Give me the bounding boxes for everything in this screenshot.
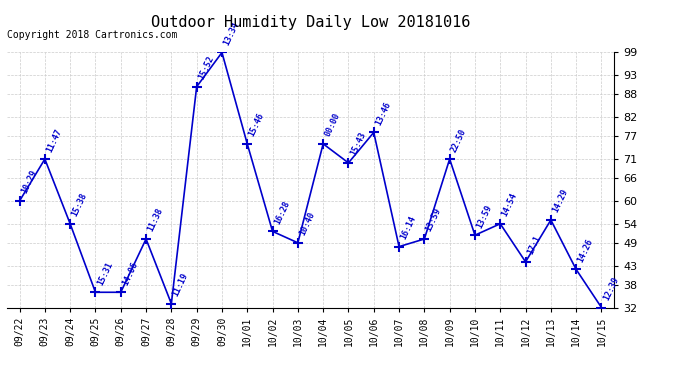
Text: 15:52: 15:52 <box>197 55 215 81</box>
Text: 15:43: 15:43 <box>348 131 367 157</box>
Text: 14:54: 14:54 <box>500 192 519 218</box>
Text: 10:29: 10:29 <box>19 169 38 195</box>
Text: 11:38: 11:38 <box>146 207 165 233</box>
Text: 16:14: 16:14 <box>399 214 417 241</box>
Text: 12:39: 12:39 <box>602 275 620 302</box>
Text: 22:50: 22:50 <box>450 127 469 153</box>
Text: 17:1: 17:1 <box>526 234 542 256</box>
Text: 13:46: 13:46 <box>374 100 393 127</box>
Text: 13:34: 13:34 <box>222 20 241 47</box>
Text: 15:31: 15:31 <box>95 260 114 286</box>
Text: 15:46: 15:46 <box>247 112 266 138</box>
Text: 14:29: 14:29 <box>551 188 569 214</box>
Text: 15:38: 15:38 <box>70 192 89 218</box>
Text: Outdoor Humidity Daily Low 20181016: Outdoor Humidity Daily Low 20181016 <box>151 15 470 30</box>
Text: Copyright 2018 Cartronics.com: Copyright 2018 Cartronics.com <box>7 30 177 40</box>
Text: 14:06: 14:06 <box>121 260 139 286</box>
Text: Humidity  (%): Humidity (%) <box>570 27 651 37</box>
Text: 00:00: 00:00 <box>323 112 342 138</box>
Text: 13:59: 13:59 <box>424 207 443 233</box>
Text: 14:26: 14:26 <box>576 237 595 264</box>
Text: 11:19: 11:19 <box>171 272 190 298</box>
Text: 16:28: 16:28 <box>273 199 291 226</box>
Text: 11:47: 11:47 <box>45 127 63 153</box>
Text: 13:59: 13:59 <box>475 203 493 229</box>
Text: 10:40: 10:40 <box>298 211 317 237</box>
